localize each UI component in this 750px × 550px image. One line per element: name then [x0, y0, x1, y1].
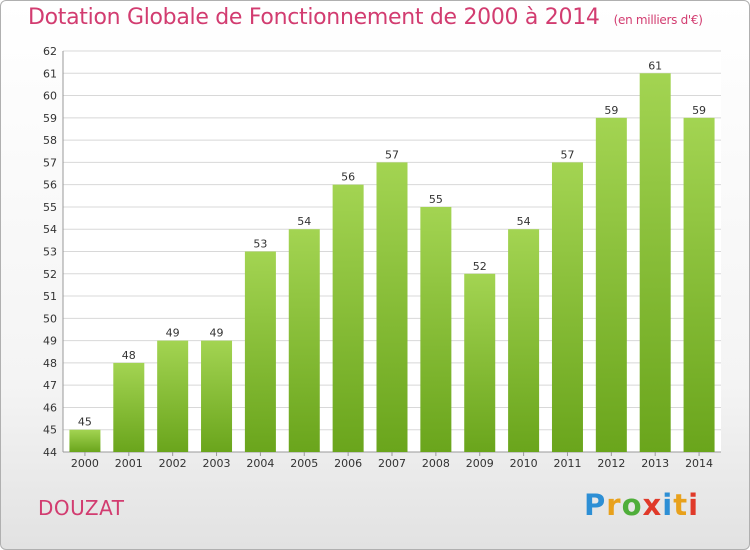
- bar-value-label: 61: [648, 59, 662, 72]
- bar-value-label: 57: [560, 148, 574, 161]
- x-tick-label: 2002: [159, 457, 187, 470]
- bar: [113, 362, 145, 452]
- x-tick-label: 2014: [685, 457, 713, 470]
- bar-value-label: 52: [473, 260, 487, 273]
- bar-value-label: 54: [297, 215, 311, 228]
- x-tick-label: 2012: [597, 457, 625, 470]
- y-tick-label: 49: [43, 335, 57, 348]
- x-tick-label: 2005: [290, 457, 318, 470]
- y-tick-label: 57: [43, 156, 57, 169]
- y-tick-label: 44: [43, 446, 57, 459]
- bar: [332, 184, 364, 452]
- y-tick-label: 48: [43, 357, 57, 370]
- y-tick-label: 61: [43, 67, 57, 80]
- y-tick-label: 59: [43, 112, 57, 125]
- y-tick-label: 50: [43, 312, 57, 325]
- logo-letter: r: [606, 488, 622, 522]
- bar: [508, 229, 540, 452]
- bar: [551, 162, 583, 452]
- bar-value-label: 56: [341, 171, 355, 184]
- x-tick-label: 2007: [378, 457, 406, 470]
- bar: [376, 162, 408, 452]
- bar-value-label: 49: [166, 327, 180, 340]
- bar: [420, 206, 452, 452]
- chart-unit: (en milliers d'€): [613, 13, 703, 27]
- y-tick-label: 46: [43, 401, 57, 414]
- bar-value-label: 54: [517, 215, 531, 228]
- x-tick-label: 2003: [203, 457, 231, 470]
- bar: [244, 251, 276, 452]
- x-tick-label: 2004: [246, 457, 274, 470]
- x-tick-label: 2009: [466, 457, 494, 470]
- y-tick-label: 60: [43, 90, 57, 103]
- chart-title-text: Dotation Globale de Fonctionnement de 20…: [28, 5, 600, 30]
- logo-letter: P: [584, 488, 607, 522]
- bar-value-label: 59: [604, 104, 618, 117]
- bar: [201, 340, 233, 452]
- x-tick-label: 2001: [115, 457, 143, 470]
- x-tick-label: 2006: [334, 457, 362, 470]
- bar: [595, 117, 627, 452]
- bar-value-label: 59: [692, 104, 706, 117]
- bar: [157, 340, 189, 452]
- x-tick-label: 2010: [510, 457, 538, 470]
- bar: [69, 429, 101, 452]
- proxiti-logo: Proxiti: [584, 488, 699, 522]
- logo-letter: i: [662, 488, 674, 522]
- y-tick-label: 45: [43, 424, 57, 437]
- y-tick-label: 62: [43, 45, 57, 58]
- x-tick-label: 2008: [422, 457, 450, 470]
- bar-value-label: 48: [122, 349, 136, 362]
- bar: [464, 273, 496, 452]
- y-tick-label: 56: [43, 179, 57, 192]
- y-tick-label: 54: [43, 223, 57, 236]
- y-tick-label: 58: [43, 134, 57, 147]
- bar: [639, 73, 671, 453]
- bar-value-label: 49: [210, 327, 224, 340]
- logo-letter: x: [642, 488, 663, 522]
- y-tick-label: 55: [43, 201, 57, 214]
- chart-title: Dotation Globale de Fonctionnement de 20…: [28, 5, 703, 30]
- x-tick-label: 2011: [553, 457, 581, 470]
- bar-value-label: 57: [385, 148, 399, 161]
- y-tick-label: 51: [43, 290, 57, 303]
- bar-value-label: 53: [253, 238, 267, 251]
- bar-value-label: 45: [78, 416, 92, 429]
- bar: [288, 229, 320, 452]
- logo-letter: i: [688, 488, 700, 522]
- bar-value-label: 55: [429, 193, 443, 206]
- y-tick-label: 53: [43, 246, 57, 259]
- logo-letter: o: [621, 488, 643, 522]
- commune-name: DOUZAT: [38, 496, 125, 520]
- bar: [683, 117, 715, 452]
- logo-letter: t: [673, 488, 689, 522]
- y-tick-label: 52: [43, 268, 57, 281]
- x-tick-label: 2000: [71, 457, 99, 470]
- y-tick-label: 47: [43, 379, 57, 392]
- x-tick-label: 2013: [641, 457, 669, 470]
